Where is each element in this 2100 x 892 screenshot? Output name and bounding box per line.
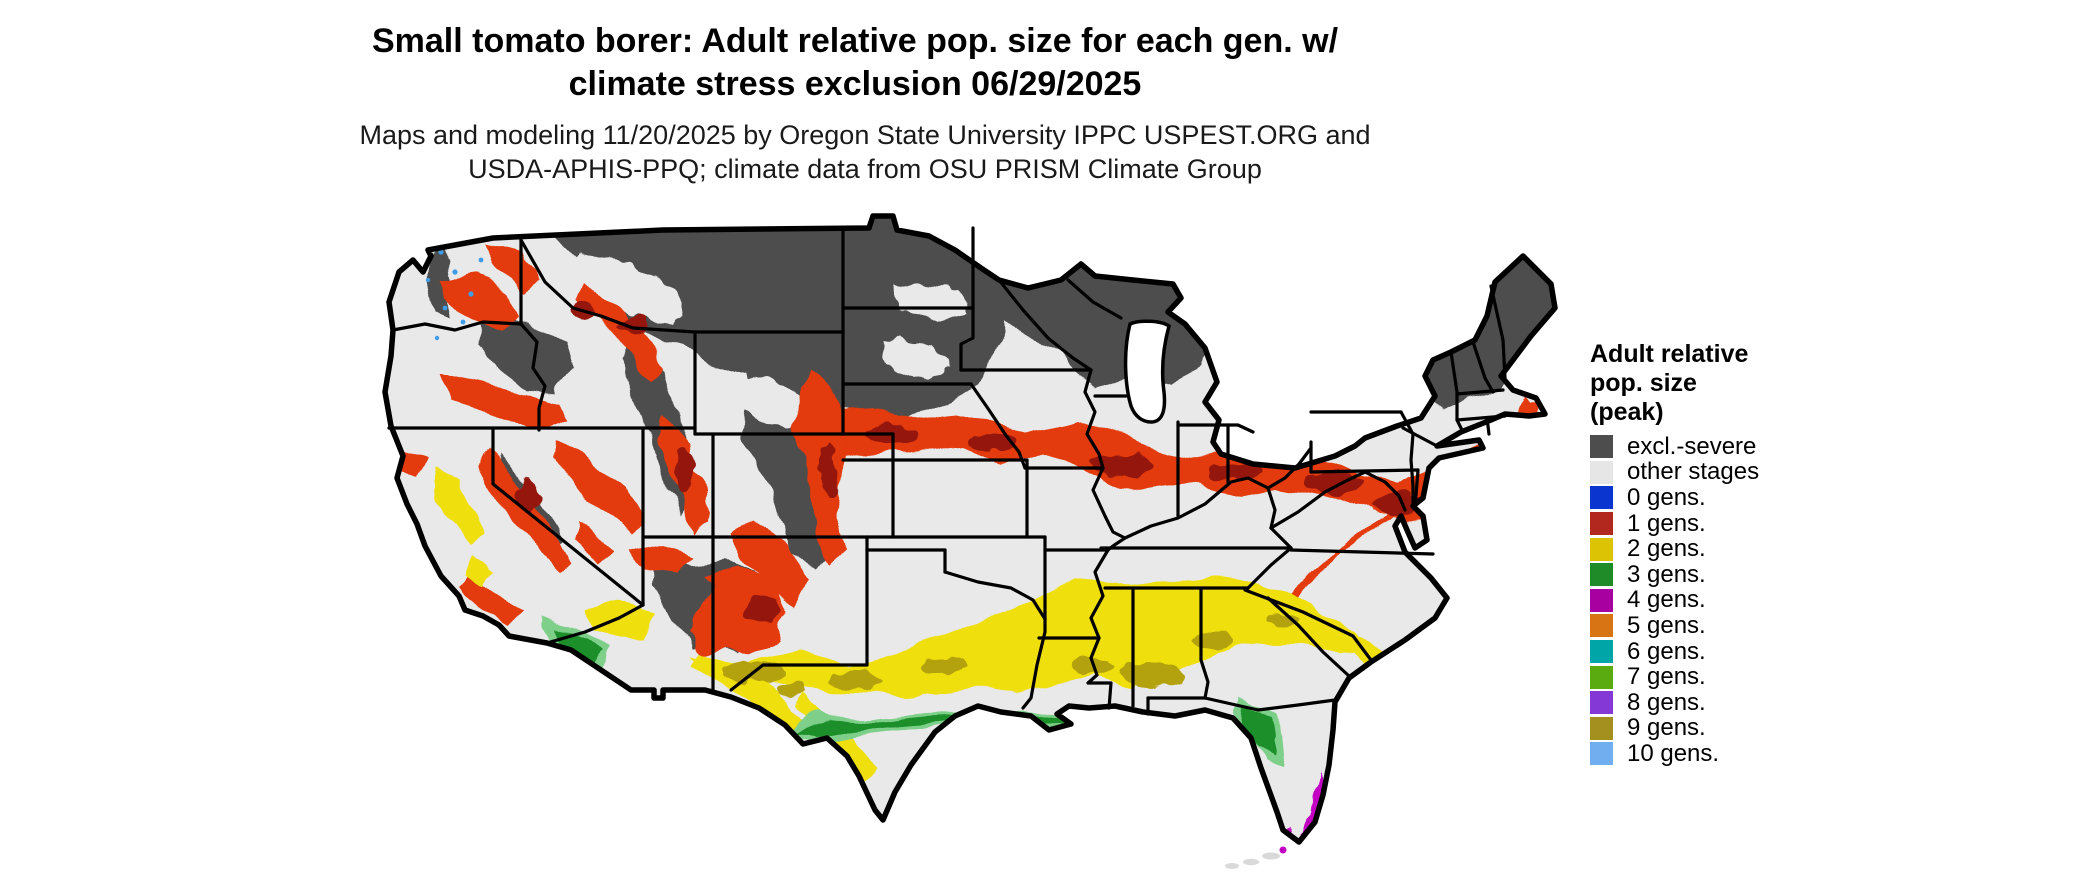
- legend-color-swatch: [1590, 742, 1613, 766]
- page-subtitle-line2: USDA-APHIS-PPQ; climate data from OSU PR…: [468, 154, 1262, 184]
- us-choropleth-map: [382, 213, 1558, 869]
- legend-color-swatch: [1590, 460, 1613, 484]
- conus-outline: [382, 213, 1558, 845]
- legend-item-label: 7 gens.: [1627, 663, 1706, 691]
- legend-item-8-gens: 8 gens.: [1590, 688, 1870, 716]
- legend-item-7-gens: 7 gens.: [1590, 663, 1870, 691]
- legend-item-label: 4 gens.: [1627, 586, 1706, 614]
- legend-rows: excl.-severe other stages 0 gens. 1 gens…: [1590, 432, 1870, 767]
- page-subtitle: Maps and modeling 11/20/2025 by Oregon S…: [250, 118, 1480, 186]
- legend-item-4-gens: 4 gens.: [1590, 586, 1870, 614]
- map-layer-gen4: [880, 772, 1329, 840]
- legend-item-3-gens: 3 gens.: [1590, 560, 1870, 588]
- legend-item-6-gens: 6 gens.: [1590, 637, 1870, 665]
- legend-item-2-gens: 2 gens.: [1590, 535, 1870, 563]
- legend-title: Adult relative pop. size (peak): [1590, 340, 1870, 427]
- map-legend: Adult relative pop. size (peak) excl.-se…: [1590, 340, 1870, 767]
- legend-item-label: other stages: [1627, 458, 1760, 486]
- legend-item-label: 8 gens.: [1627, 688, 1706, 716]
- legend-color-swatch: [1590, 640, 1613, 664]
- legend-item-label: 3 gens.: [1627, 560, 1706, 588]
- us-map-container: [333, 210, 1563, 872]
- legend-color-swatch: [1590, 563, 1613, 587]
- lake-michigan: [1123, 319, 1172, 424]
- legend-item-label: 1 gens.: [1627, 509, 1706, 537]
- page-title-line1: Small tomato borer: Adult relative pop. …: [371, 22, 1339, 60]
- legend-item-label: 9 gens.: [1627, 714, 1706, 742]
- legend-color-swatch: [1590, 486, 1613, 510]
- legend-item-5-gens: 5 gens.: [1590, 611, 1870, 639]
- legend-item-10-gens: 10 gens.: [1590, 739, 1870, 767]
- page-subtitle-line1: Maps and modeling 11/20/2025 by Oregon S…: [359, 120, 1371, 150]
- legend-item-label: 10 gens.: [1627, 739, 1720, 767]
- page-title: Small tomato borer: Adult relative pop. …: [250, 20, 1460, 106]
- map-layer-gen0-specks: [425, 249, 484, 341]
- legend-color-swatch: [1590, 588, 1613, 612]
- legend-color-swatch: [1590, 716, 1613, 740]
- legend-color-swatch: [1590, 435, 1613, 459]
- legend-item-other-stages: other stages: [1590, 458, 1870, 486]
- legend-color-swatch: [1590, 691, 1613, 715]
- legend-item-9-gens: 9 gens.: [1590, 714, 1870, 742]
- legend-color-swatch: [1590, 665, 1613, 689]
- legend-item-label: 0 gens.: [1627, 483, 1706, 511]
- florida-keys-dots: [1225, 846, 1287, 869]
- legend-color-swatch: [1590, 614, 1613, 638]
- legend-color-swatch: [1590, 512, 1613, 536]
- legend-item-1-gens: 1 gens.: [1590, 509, 1870, 537]
- legend-title-line3: (peak): [1590, 398, 1664, 426]
- legend-item-label: 5 gens.: [1627, 611, 1706, 639]
- legend-color-swatch: [1590, 537, 1613, 561]
- legend-item-label: excl.-severe: [1627, 432, 1757, 460]
- legend-title-line2: pop. size: [1590, 369, 1697, 397]
- legend-item-label: 6 gens.: [1627, 637, 1706, 665]
- legend-title-line1: Adult relative: [1590, 340, 1749, 368]
- legend-item-label: 2 gens.: [1627, 535, 1706, 563]
- legend-item-0-gens: 0 gens.: [1590, 483, 1870, 511]
- map-layer-valley-holes: [578, 255, 1205, 428]
- page-title-line2: climate stress exclusion 06/29/2025: [568, 65, 1142, 103]
- legend-item-excl-severe: excl.-severe: [1590, 432, 1870, 460]
